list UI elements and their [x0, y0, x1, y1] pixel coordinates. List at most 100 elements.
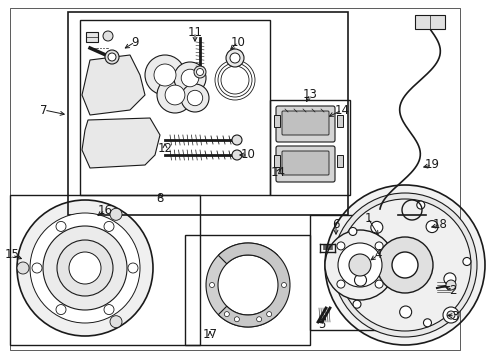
Circle shape: [43, 226, 127, 310]
Polygon shape: [205, 243, 277, 327]
Circle shape: [337, 243, 381, 287]
Circle shape: [105, 50, 119, 64]
Text: 6: 6: [331, 219, 339, 231]
Circle shape: [224, 312, 229, 317]
Circle shape: [325, 185, 484, 345]
FancyBboxPatch shape: [282, 151, 328, 175]
Bar: [86, 32, 98, 42]
Bar: [184, 235, 309, 345]
Circle shape: [266, 312, 271, 317]
Circle shape: [231, 135, 242, 145]
Circle shape: [225, 49, 244, 67]
Circle shape: [165, 85, 184, 105]
Bar: [80, 20, 269, 195]
Text: 12: 12: [157, 141, 172, 154]
Circle shape: [370, 221, 382, 233]
Text: 11: 11: [187, 26, 202, 39]
Text: 19: 19: [424, 158, 439, 171]
Circle shape: [17, 200, 153, 336]
Circle shape: [181, 69, 199, 87]
Bar: [269, 100, 349, 195]
Bar: [336, 155, 342, 167]
Text: 10: 10: [240, 148, 255, 162]
Circle shape: [231, 150, 242, 160]
Polygon shape: [82, 55, 145, 115]
Text: 4: 4: [373, 248, 381, 261]
Circle shape: [104, 305, 114, 315]
Circle shape: [442, 307, 458, 323]
Circle shape: [56, 221, 66, 231]
Text: 16: 16: [97, 203, 112, 216]
Circle shape: [103, 31, 113, 41]
Circle shape: [187, 90, 203, 106]
Circle shape: [154, 64, 176, 86]
Bar: [414, 15, 444, 29]
Text: 1: 1: [364, 211, 371, 225]
Text: 7: 7: [40, 104, 48, 117]
Circle shape: [376, 237, 432, 293]
Circle shape: [145, 55, 184, 95]
Circle shape: [348, 254, 370, 276]
Text: 8: 8: [156, 192, 163, 204]
Text: 14: 14: [334, 104, 349, 117]
Circle shape: [174, 62, 205, 94]
Circle shape: [56, 305, 66, 315]
Polygon shape: [82, 118, 160, 168]
FancyBboxPatch shape: [282, 111, 328, 135]
Text: 9: 9: [131, 36, 139, 49]
Circle shape: [110, 208, 122, 220]
Circle shape: [325, 230, 394, 300]
Circle shape: [399, 306, 411, 318]
Circle shape: [391, 252, 417, 278]
Text: 10: 10: [230, 36, 245, 49]
Circle shape: [157, 77, 193, 113]
Circle shape: [104, 221, 114, 231]
Circle shape: [57, 240, 113, 296]
Circle shape: [69, 252, 101, 284]
Text: 5: 5: [318, 319, 325, 332]
Circle shape: [445, 280, 455, 290]
Bar: [68, 12, 347, 215]
Bar: [273, 155, 280, 167]
Circle shape: [462, 257, 470, 265]
Circle shape: [32, 263, 42, 273]
Text: 18: 18: [432, 219, 447, 231]
Circle shape: [425, 221, 437, 233]
Circle shape: [17, 262, 29, 274]
Polygon shape: [218, 243, 289, 327]
Circle shape: [234, 317, 239, 322]
Bar: [336, 115, 342, 127]
Circle shape: [256, 317, 261, 322]
Circle shape: [108, 53, 116, 61]
Circle shape: [374, 280, 382, 288]
Circle shape: [196, 68, 203, 76]
Circle shape: [338, 199, 470, 331]
Text: 14: 14: [270, 166, 285, 180]
Circle shape: [194, 66, 205, 78]
Circle shape: [30, 213, 140, 323]
Circle shape: [332, 193, 476, 337]
Bar: [273, 115, 280, 127]
Circle shape: [352, 300, 360, 308]
Circle shape: [281, 283, 286, 288]
Text: 13: 13: [302, 87, 317, 100]
Circle shape: [336, 242, 344, 250]
Circle shape: [443, 273, 455, 285]
Circle shape: [354, 274, 366, 286]
Circle shape: [181, 84, 208, 112]
Circle shape: [110, 316, 122, 328]
Circle shape: [229, 53, 240, 63]
Circle shape: [209, 283, 214, 288]
Text: 3: 3: [450, 310, 458, 323]
FancyBboxPatch shape: [275, 106, 334, 142]
Text: 2: 2: [448, 284, 456, 297]
Circle shape: [416, 201, 424, 209]
Bar: [309, 215, 419, 330]
Circle shape: [446, 311, 454, 319]
Text: 15: 15: [4, 248, 20, 261]
Circle shape: [128, 263, 138, 273]
Circle shape: [423, 319, 430, 327]
FancyBboxPatch shape: [275, 146, 334, 182]
Circle shape: [374, 242, 382, 250]
Text: 17: 17: [202, 328, 217, 342]
